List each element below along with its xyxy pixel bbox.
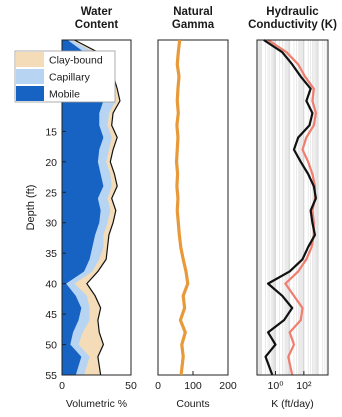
x-tick-label: 10⁰: [268, 380, 285, 392]
panel-title-line: Natural: [173, 6, 213, 18]
y-tick-label: 40: [45, 279, 57, 291]
y-tick-label: 35: [45, 248, 57, 260]
legend-label: Mobile: [49, 89, 80, 101]
panel-title-line: Conductivity (K): [248, 19, 337, 31]
gamma-curve: [174, 39, 190, 376]
legend-label: Capillary: [49, 72, 91, 84]
legend-swatch: [16, 69, 44, 84]
plot-frame: [256, 39, 329, 376]
y-tick-label: 25: [45, 187, 57, 199]
x-axis-label: Volumetric %: [66, 398, 127, 410]
y-tick-label: 30: [45, 218, 57, 230]
y-axis-label: Depth (ft): [25, 185, 37, 231]
y-tick-label: 55: [45, 370, 57, 382]
panel-title-line: Gamma: [172, 19, 215, 31]
x-axis-label: K (ft/day): [271, 398, 314, 410]
panel-title-line: Water: [81, 6, 113, 18]
x-tick-label: 0: [155, 380, 161, 392]
panel-title-line: Content: [75, 19, 119, 31]
legend-swatch: [16, 52, 44, 67]
x-axis-label: Counts: [176, 398, 209, 410]
y-tick-label: 45: [45, 309, 57, 321]
y-tick-label: 20: [45, 157, 57, 169]
total-water-outline: [74, 39, 121, 376]
x-tick-label: 50: [125, 380, 137, 392]
x-tick-label: 100: [184, 380, 202, 392]
y-tick-label: 15: [45, 126, 57, 138]
panel-title-line: Hydraulic: [266, 6, 319, 18]
plot-frame: [61, 39, 132, 376]
x-tick-label: 0: [59, 380, 65, 392]
legend-label: Clay-bound: [49, 55, 103, 67]
y-tick-label: 50: [45, 340, 57, 352]
plot-frame: [157, 39, 229, 376]
x-tick-label: 200: [219, 380, 237, 392]
area-mobile: [62, 40, 104, 375]
legend-swatch: [16, 86, 44, 101]
x-tick-label: 10²: [296, 380, 312, 392]
k-curve-black: [263, 39, 317, 376]
